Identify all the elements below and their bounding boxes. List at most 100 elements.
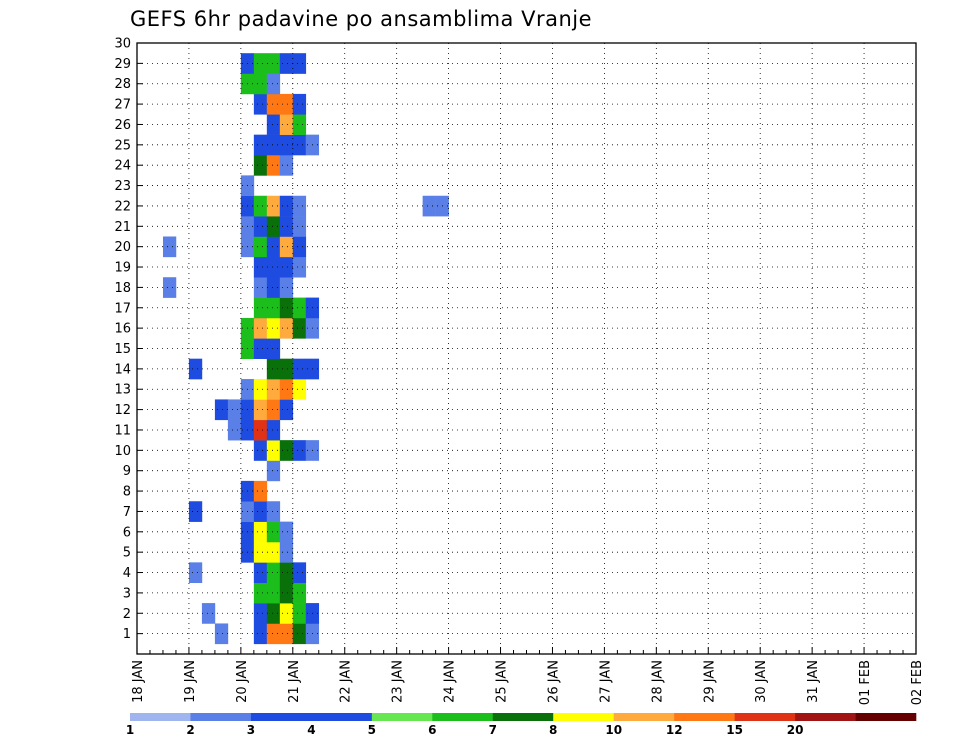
heatmap-cell: [266, 317, 281, 339]
heatmap-cell: [214, 399, 229, 421]
legend-level-label: 10: [605, 723, 622, 737]
y-tick-label: 16: [114, 322, 131, 337]
heatmap-cell: [253, 623, 268, 645]
heatmap-cell: [253, 521, 268, 543]
heatmap-cell: [292, 582, 307, 604]
heatmap-cell: [253, 93, 268, 115]
heatmap-cell: [279, 603, 294, 624]
legend-swatch: [613, 713, 675, 721]
heatmap-cell: [253, 440, 268, 461]
legend-swatch: [855, 713, 917, 721]
x-tick-label: 18 JAN: [131, 660, 146, 703]
legend-swatch: [250, 713, 312, 721]
heatmap-cell: [253, 338, 268, 359]
x-tick-label: 27 JAN: [598, 660, 613, 703]
heatmap-cell: [292, 134, 307, 156]
y-tick-label: 15: [114, 342, 131, 357]
heatmap-cell: [266, 562, 281, 584]
x-tick-label: 25 JAN: [495, 660, 510, 703]
heatmap-cell: [253, 73, 268, 95]
heatmap-cell: [279, 399, 294, 421]
heatmap-cell: [227, 419, 242, 441]
heatmap-cell: [253, 216, 268, 237]
heatmap-cell: [422, 195, 436, 217]
heatmap-cell: [292, 93, 307, 115]
x-tick-label: 21 JAN: [287, 660, 302, 703]
legend-swatch: [371, 713, 433, 721]
heatmap-cell: [292, 562, 307, 584]
y-tick-label: 3: [123, 586, 131, 601]
legend-level-label: 8: [549, 723, 557, 737]
x-tick-label: 30 JAN: [754, 660, 769, 703]
heatmap-cell: [279, 155, 294, 176]
heatmap-cell: [253, 195, 268, 217]
heatmap-cell: [266, 419, 281, 441]
heatmap-cell: [253, 155, 268, 176]
legend-swatch: [492, 713, 554, 721]
legend-swatch: [190, 713, 252, 721]
legend-level-label: 4: [307, 723, 315, 737]
heatmap-cell: [266, 399, 281, 421]
heatmap-cell: [253, 134, 268, 156]
heatmap-cell: [279, 541, 294, 563]
y-tick-label: 25: [114, 138, 131, 153]
heatmap-cell: [292, 358, 307, 380]
heatmap-cell: [292, 195, 307, 217]
heatmap-cell: [266, 73, 281, 95]
x-tick-label: 19 JAN: [183, 660, 198, 703]
y-tick-label: 9: [123, 464, 131, 479]
heatmap-cell: [266, 93, 281, 115]
heatmap-cell: [253, 256, 268, 278]
heatmap-cell: [188, 358, 203, 380]
y-tick-label: 30: [114, 37, 131, 52]
heatmap-cell: [266, 338, 281, 359]
heatmap-cell: [292, 317, 307, 339]
heatmap-cell: [279, 358, 294, 380]
x-tick-label: 01 FEB: [858, 660, 873, 705]
heatmap-cell: [279, 195, 294, 217]
legend-swatch: [130, 713, 191, 721]
heatmap-cell: [279, 440, 294, 461]
heatmap-cell: [279, 379, 294, 400]
y-tick-label: 27: [114, 98, 131, 113]
heatmap-cell: [266, 53, 281, 74]
heatmap-cell: [279, 623, 294, 645]
cell-layer: [162, 53, 449, 645]
heatmap-cell: [253, 501, 268, 522]
legend-level-label: 12: [666, 723, 683, 737]
heatmap-cell: [253, 297, 268, 319]
x-tick-label: 24 JAN: [443, 660, 458, 703]
legend-swatch: [432, 713, 494, 721]
heatmap-cell: [292, 236, 307, 258]
heatmap-cell: [253, 582, 268, 604]
heatmap-cell: [266, 603, 281, 624]
legend-level-label: 2: [186, 723, 194, 737]
x-tick-label: 20 JAN: [235, 660, 250, 703]
y-tick-label: 4: [123, 566, 131, 581]
heatmap-cell: [188, 501, 203, 522]
heatmap-cell: [266, 256, 281, 278]
x-tick-label: 26 JAN: [547, 660, 562, 703]
y-tick-label: 20: [114, 240, 131, 255]
heatmap-cell: [253, 541, 268, 563]
heatmap-cell: [253, 419, 268, 441]
heatmap-cell: [279, 216, 294, 237]
heatmap-cell: [188, 562, 203, 584]
heatmap-cell: [279, 297, 294, 319]
legend-swatch: [734, 713, 796, 721]
heatmap-cell: [292, 256, 307, 278]
heatmap-cell: [266, 582, 281, 604]
heatmap-cell: [292, 53, 307, 74]
heatmap-cell: [266, 460, 281, 482]
heatmap-cell: [253, 317, 268, 339]
heatmap-cell: [214, 623, 229, 645]
y-tick-label: 18: [114, 281, 131, 296]
heatmap-cell: [266, 541, 281, 563]
y-tick-label: 1: [123, 627, 131, 642]
heatmap-cell: [253, 603, 268, 624]
y-tick-label: 24: [114, 159, 131, 174]
x-tick-label: 23 JAN: [391, 660, 406, 703]
heatmap-cell: [266, 216, 281, 237]
heatmap-cell: [266, 440, 281, 461]
